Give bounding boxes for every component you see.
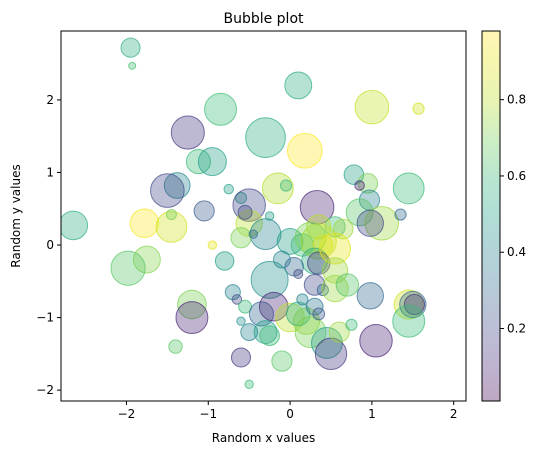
bubble-point	[319, 232, 351, 265]
bubble-point	[300, 223, 337, 260]
y-tick-label: 0	[46, 238, 54, 252]
bubble-point	[356, 282, 384, 310]
bubble-point	[345, 318, 358, 331]
bubble-point	[61, 210, 89, 241]
bubble-point	[364, 205, 400, 241]
bubble-point	[244, 379, 254, 390]
colorbar-tick-label: 0.4	[507, 245, 526, 259]
bubble-point	[155, 210, 188, 243]
bubble-point	[193, 200, 215, 222]
y-tick-label: −2	[36, 383, 54, 397]
x-tick-label: −2	[118, 407, 136, 421]
bubble-point	[296, 293, 309, 306]
x-axis-label: Random x values	[212, 431, 315, 445]
bubble-point	[412, 102, 425, 115]
bubble-point	[354, 89, 390, 125]
bubble-point	[258, 291, 289, 322]
bubble-point	[314, 337, 348, 371]
bubble-point	[271, 350, 293, 372]
bubble-point	[237, 204, 253, 220]
bubble-point	[207, 240, 218, 250]
bubble-point	[284, 71, 313, 100]
x-tick-label: 2	[450, 407, 458, 421]
bubble-point	[230, 227, 252, 249]
bubble-point	[293, 269, 304, 280]
colorbar-gradient	[482, 31, 500, 401]
bubble-point	[394, 208, 407, 221]
bubble-point	[168, 339, 183, 354]
bubble-point	[175, 301, 209, 335]
bubble-point	[170, 115, 205, 150]
bubble-point	[204, 92, 238, 126]
colorbar-tick-label: 0.8	[507, 93, 526, 107]
bubble-point	[345, 198, 374, 227]
y-tick-label: 1	[46, 165, 54, 179]
y-tick-label: 2	[46, 93, 54, 107]
bubble-point	[312, 307, 326, 321]
bubble-point	[197, 147, 227, 177]
x-tick-label: 1	[368, 407, 376, 421]
bubble-point	[248, 229, 258, 239]
bubble-point	[230, 347, 252, 368]
bubble-series	[61, 37, 427, 390]
bubble-point	[132, 245, 161, 274]
chart-title: Bubble plot	[223, 11, 304, 27]
bubble-point	[359, 324, 393, 358]
y-tick-label: −1	[36, 311, 54, 325]
bubble-point	[223, 183, 234, 195]
bubble-point	[231, 294, 243, 305]
bubble-point	[261, 172, 294, 205]
bubble-point	[120, 37, 141, 58]
bubble-point	[177, 289, 207, 320]
colorbar-ticks: 0.2 0.4 0.6 0.8	[500, 93, 526, 336]
bubble-point	[392, 172, 425, 205]
bubble-point	[224, 284, 241, 301]
bubble-point	[335, 273, 360, 297]
bubble-point	[245, 117, 286, 159]
bubble-point	[279, 179, 293, 192]
bubble-point	[234, 191, 248, 204]
bubble-point	[128, 61, 137, 70]
bubble-point	[354, 180, 365, 191]
bubble-point	[214, 251, 235, 271]
bubble-point	[305, 297, 324, 316]
bubble-point	[294, 316, 327, 348]
bubble-point	[129, 208, 160, 239]
bubble-point	[286, 132, 323, 169]
bubble-point	[392, 304, 426, 338]
y-axis-label: Random y values	[9, 164, 23, 267]
colorbar-frame	[481, 30, 501, 402]
bubble-point	[110, 250, 146, 286]
plot-frame	[60, 30, 467, 402]
bubble-point	[294, 221, 327, 254]
bubble-point	[328, 321, 350, 343]
y-axis-ticks: −2 −1 0 1 2	[36, 93, 61, 397]
bubble-point	[312, 234, 334, 256]
x-axis-ticks: −2 −1 0 1 2	[118, 401, 458, 421]
bubble-point	[236, 316, 246, 326]
bubble-point	[356, 209, 384, 237]
x-tick-label: 0	[286, 407, 294, 421]
colorbar-tick-label: 0.2	[507, 322, 526, 336]
bubble-point	[273, 250, 291, 269]
bubble-point	[165, 209, 177, 221]
bubble-point	[357, 173, 379, 194]
bubble-point	[150, 173, 185, 208]
bubble-point	[250, 260, 289, 299]
bubble-point	[240, 323, 259, 341]
colorbar-tick-label: 0.6	[507, 169, 526, 183]
bubble-point	[259, 325, 280, 347]
x-tick-label: −1	[199, 407, 217, 421]
bubble-point	[264, 211, 275, 221]
